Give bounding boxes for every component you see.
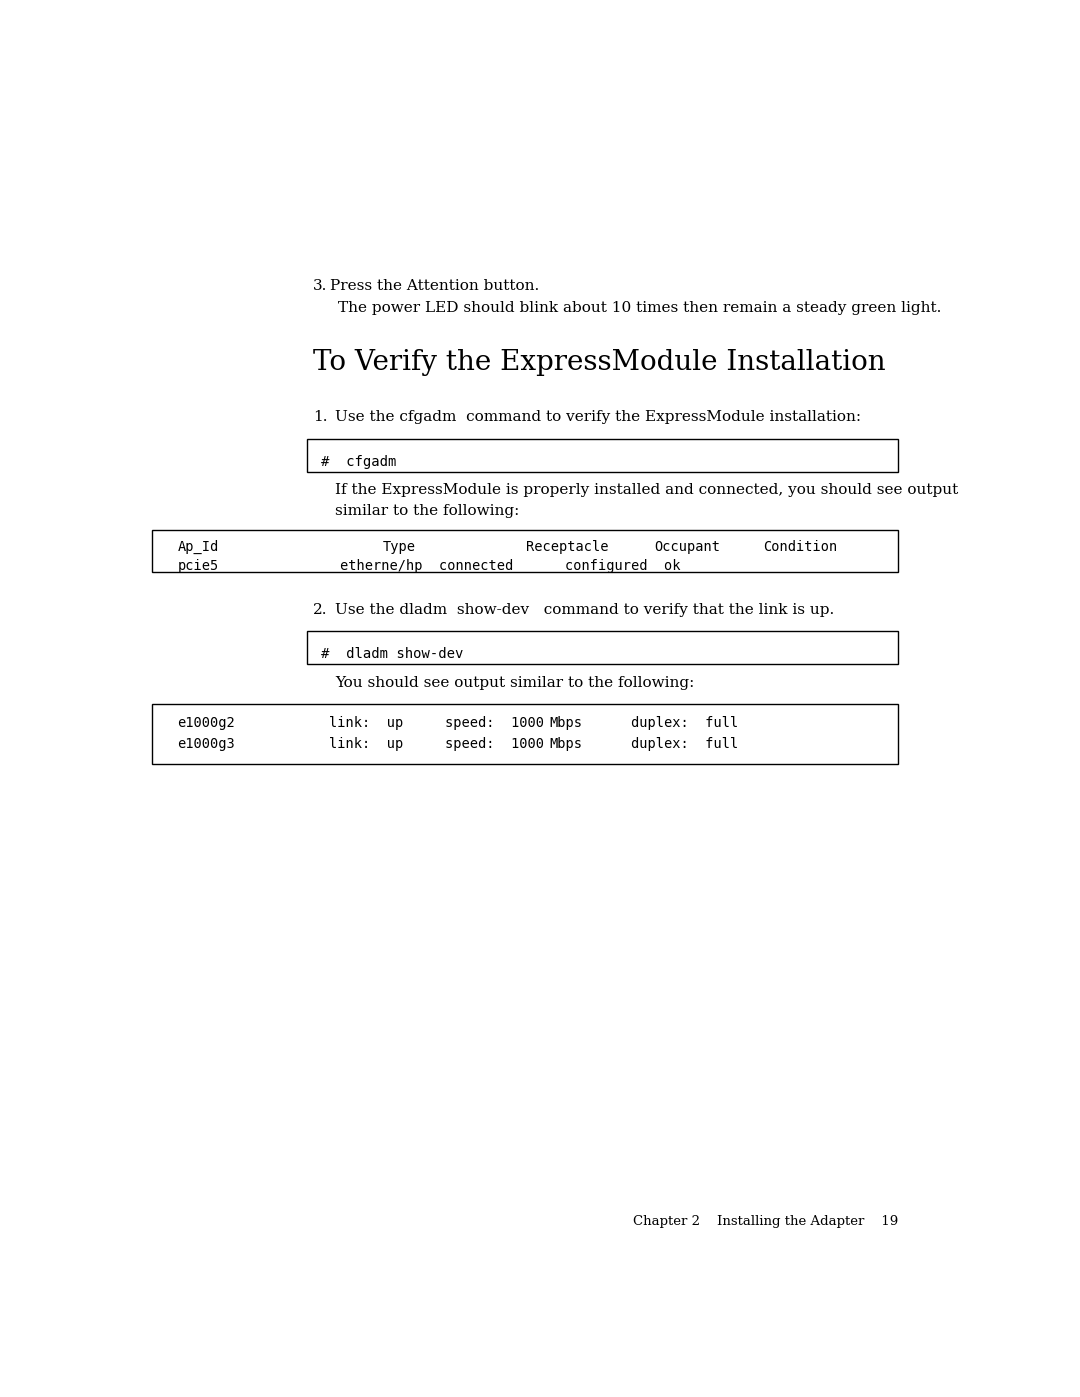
Text: You should see output similar to the following:: You should see output similar to the fol… [335,676,694,690]
Text: link:  up: link: up [328,715,403,729]
Text: 2.: 2. [313,602,327,616]
Text: Use the cfgadm  command to verify the ExpressModule installation:: Use the cfgadm command to verify the Exp… [335,411,861,425]
Text: e1000g2: e1000g2 [177,715,235,729]
Text: 1.: 1. [313,411,327,425]
Text: Ap_Id: Ap_Id [177,539,219,553]
Text: #  dladm show-dev: # dladm show-dev [321,647,463,661]
Text: The power LED should blink about 10 times then remain a steady green light.: The power LED should blink about 10 time… [338,300,942,314]
Text: 3.: 3. [313,279,327,293]
Text: Press the Attention button.: Press the Attention button. [330,279,540,293]
Text: #  cfgadm: # cfgadm [321,455,396,469]
Text: Condition: Condition [762,539,837,553]
Text: Receptacle: Receptacle [526,539,609,553]
Text: e1000g3: e1000g3 [177,736,235,750]
FancyBboxPatch shape [152,704,899,764]
Text: speed:  1000: speed: 1000 [445,715,544,729]
Text: If the ExpressModule is properly installed and connected, you should see output: If the ExpressModule is properly install… [335,483,958,497]
Text: speed:  1000: speed: 1000 [445,736,544,750]
Text: similar to the following:: similar to the following: [335,504,519,518]
Text: Mbps: Mbps [550,736,582,750]
Text: Use the dladm  show-dev   command to verify that the link is up.: Use the dladm show-dev command to verify… [335,602,834,616]
Text: link:  up: link: up [328,736,403,750]
Text: etherne/hp  connected: etherne/hp connected [340,559,514,573]
Text: Type: Type [383,539,416,553]
Text: To Verify the ExpressModule Installation: To Verify the ExpressModule Installation [313,349,886,376]
FancyBboxPatch shape [152,529,899,571]
Text: duplex:  full: duplex: full [631,715,739,729]
Text: configured  ok: configured ok [565,559,680,573]
FancyBboxPatch shape [307,631,899,665]
Text: Mbps: Mbps [550,715,582,729]
Text: duplex:  full: duplex: full [631,736,739,750]
Text: pcie5: pcie5 [177,559,219,573]
Text: Chapter 2    Installing the Adapter    19: Chapter 2 Installing the Adapter 19 [633,1215,899,1228]
Text: Occupant: Occupant [654,539,720,553]
FancyBboxPatch shape [307,439,899,472]
